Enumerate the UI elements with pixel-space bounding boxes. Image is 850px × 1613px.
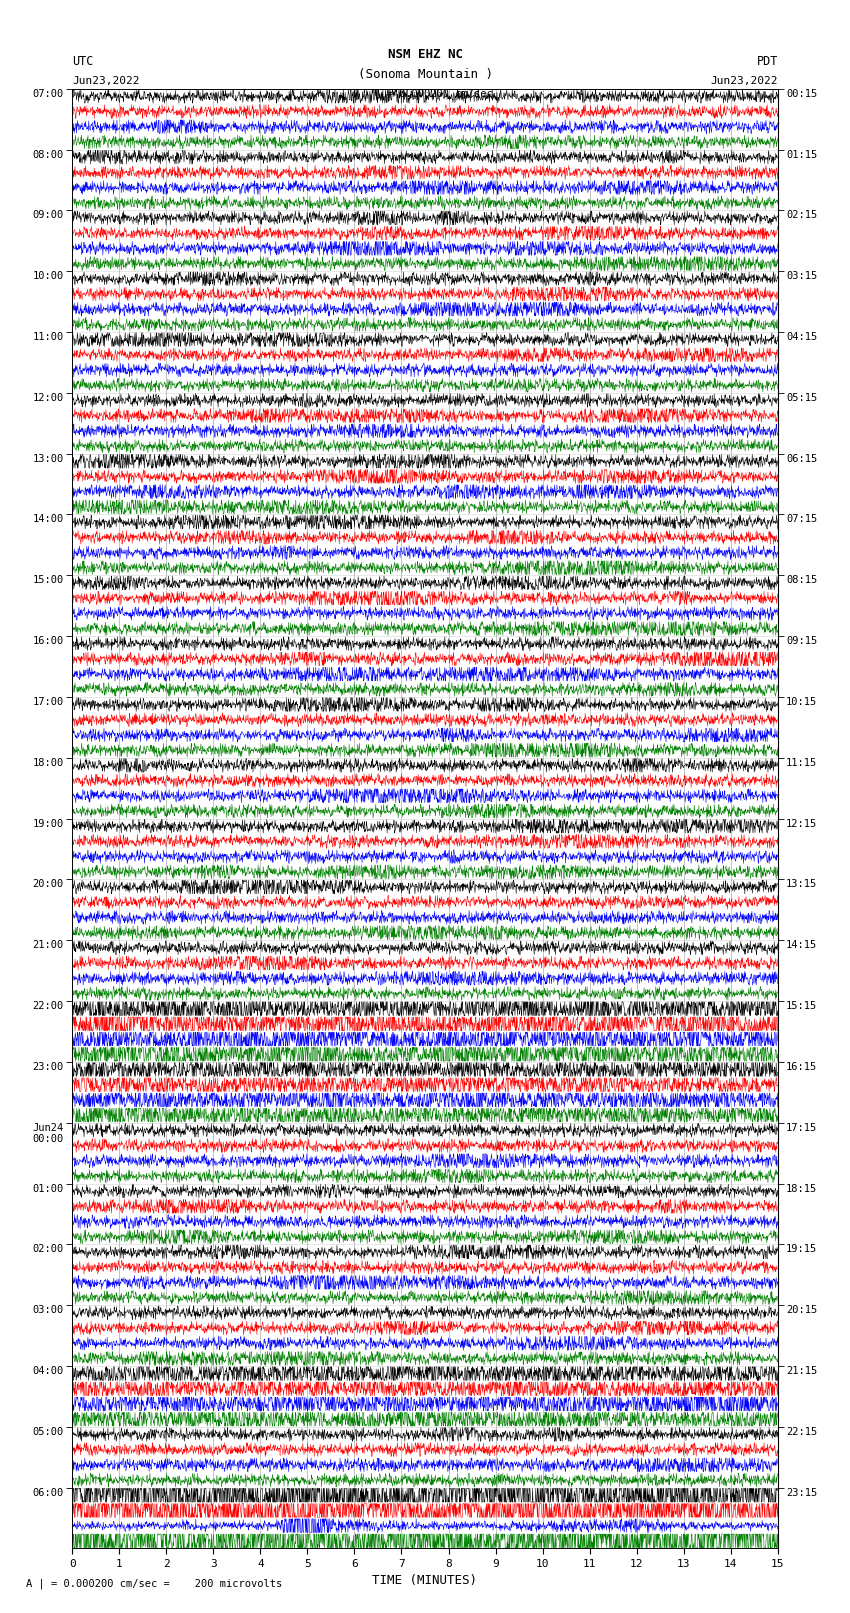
Text: PDT: PDT xyxy=(756,55,778,68)
Text: Jun23,2022: Jun23,2022 xyxy=(711,76,778,85)
Text: NSM EHZ NC: NSM EHZ NC xyxy=(388,48,462,61)
Text: A | = 0.000200 cm/sec =    200 microvolts: A | = 0.000200 cm/sec = 200 microvolts xyxy=(26,1579,281,1589)
Text: UTC: UTC xyxy=(72,55,94,68)
X-axis label: TIME (MINUTES): TIME (MINUTES) xyxy=(372,1574,478,1587)
Text: | = 0.000200 cm/sec: | = 0.000200 cm/sec xyxy=(374,89,493,98)
Text: Jun23,2022: Jun23,2022 xyxy=(72,76,139,85)
Text: (Sonoma Mountain ): (Sonoma Mountain ) xyxy=(358,68,492,81)
